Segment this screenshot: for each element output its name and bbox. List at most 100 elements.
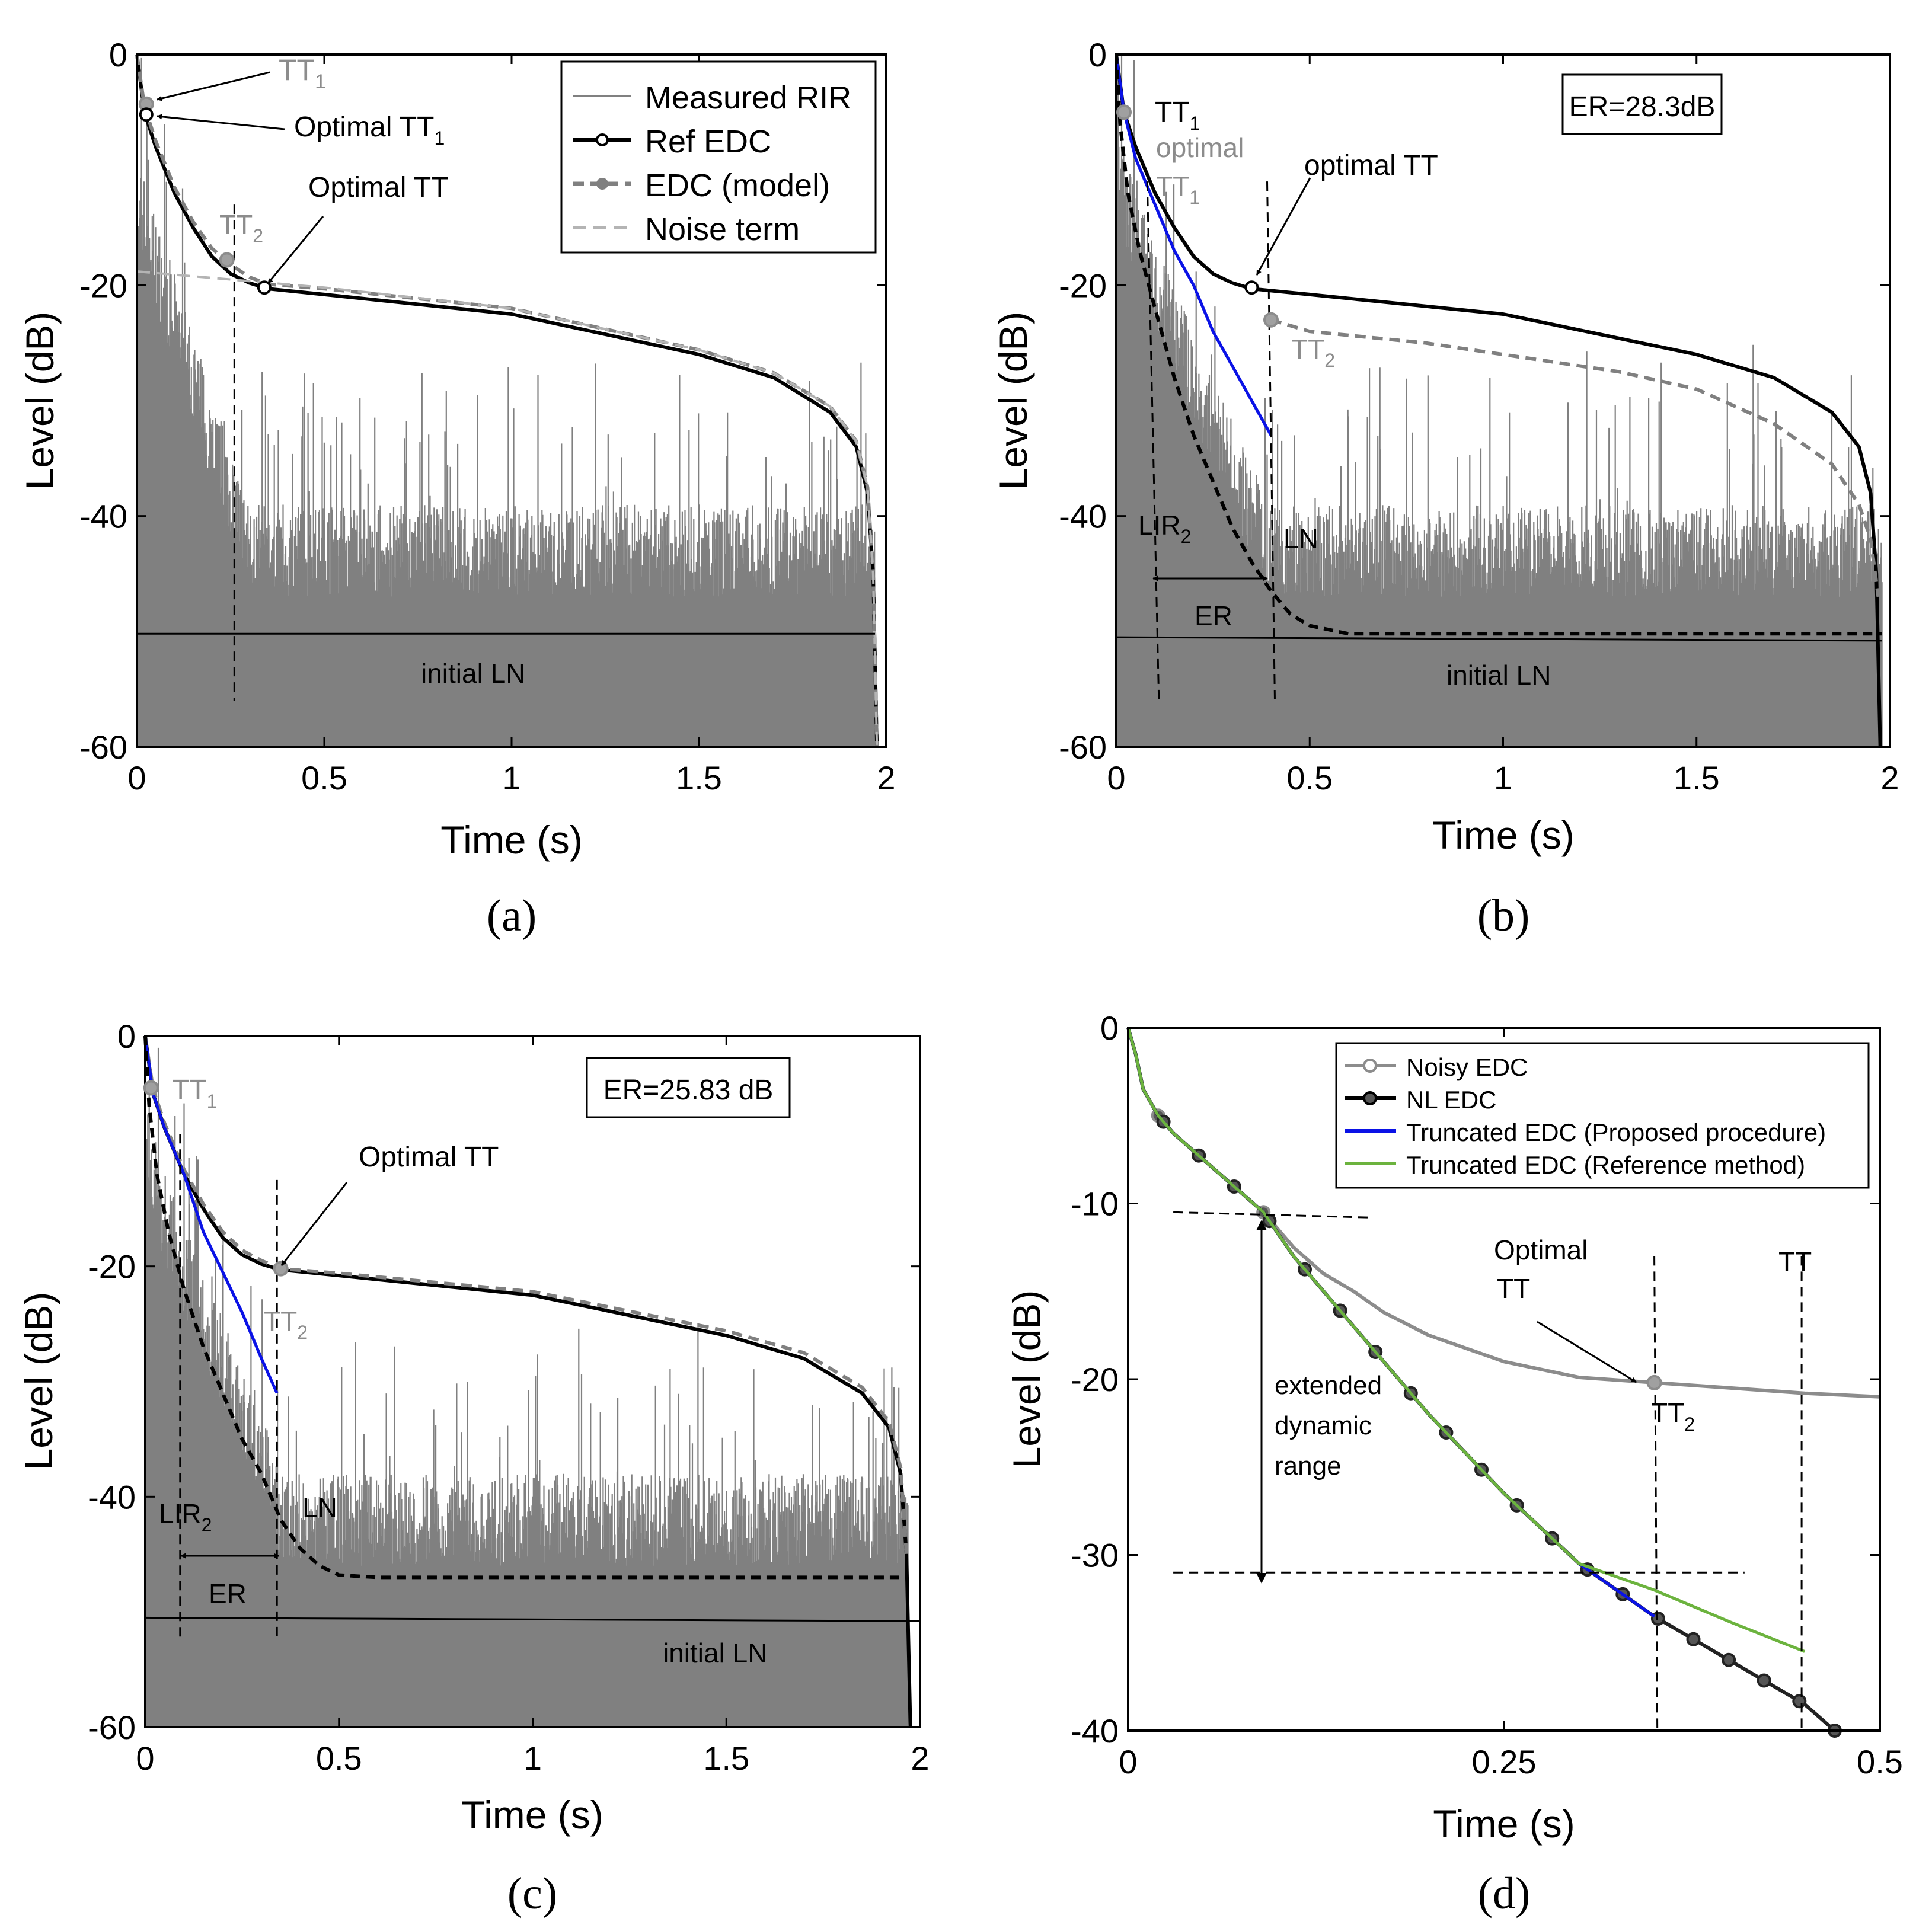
b-ticks: 0 0.5 1 1.5 2 0 -20 -40 -60 [1059, 36, 1899, 797]
d-legend-label-nl: NL EDC [1406, 1086, 1496, 1114]
b-arrow-opt-tt [1256, 177, 1311, 276]
panel-c: 0 0.5 1 1.5 20-20-40-60 Time (s) Level (dB) … [17, 1018, 930, 1919]
a-tt2-label: TT2 [219, 209, 263, 247]
a-xlabel: Time (s) [440, 818, 583, 862]
a-lines [135, 54, 879, 747]
c-series-blue [143, 1035, 279, 1394]
panel-d: 0 0.25 0.5 0 -10 -20 -30 -40 Time (s) Level (dB… [1005, 1009, 1903, 1919]
d-nl-edc-marker [1757, 1673, 1771, 1688]
a-opt-tt-label: Optimal TT [308, 172, 448, 203]
a-series-edc-model [135, 54, 879, 747]
c-er-box-label: ER=25.83 dB [603, 1075, 774, 1106]
d-xlabel: Time (s) [1433, 1802, 1575, 1846]
c-caption: (c) [507, 1869, 557, 1919]
b-point-tt1 [1116, 104, 1132, 120]
c-xtick-label: 0.5 [316, 1740, 362, 1777]
d-legend-marker-nl [1363, 1091, 1377, 1105]
b-series-blue [1115, 54, 1273, 436]
b-ylabel: Level (dB) [991, 312, 1035, 490]
a-ytick-label: 0 [109, 36, 127, 73]
c-points [143, 1080, 289, 1277]
d-tt-label: TT [1778, 1246, 1812, 1277]
c-series-model-dashed [143, 1035, 909, 1580]
c-opt-tt-label: Optimal TT [359, 1142, 499, 1173]
b-caption: (b) [1477, 891, 1530, 941]
b-xtick-label: 0 [1107, 759, 1125, 797]
d-legend-box [1335, 1042, 1870, 1189]
c-lir-label: LIR2 [159, 1498, 212, 1536]
b-ytick-label: -60 [1059, 728, 1107, 766]
d-point-tt2 [1646, 1374, 1662, 1390]
a-xtick-label: 0 [127, 759, 146, 797]
a-opt-tt1-label: Optimal TT1 [294, 111, 445, 149]
c-point-tt1 [143, 1080, 159, 1096]
a-caption: (a) [487, 891, 537, 941]
d-series-optimal-tt-line [1653, 1256, 1659, 1731]
b-er-label: ER [1195, 600, 1232, 631]
d-legend: Noisy EDC NL EDC Truncated EDC (Proposed… [1335, 1042, 1870, 1189]
b-point-tt2 [1263, 312, 1279, 328]
b-series-model-dashed [1115, 54, 1882, 636]
b-ytick-label: 0 [1088, 36, 1107, 73]
a-legend-label-model: EDC (model) [645, 168, 830, 203]
a-tt1-label: TT1 [279, 53, 326, 93]
b-point-optimal-tt [1244, 280, 1259, 295]
c-ytick-label: -60 [88, 1709, 136, 1746]
b-xtick-label: 0.5 [1286, 759, 1333, 797]
b-lines [1115, 54, 1882, 747]
d-arrow-opt-tt [1537, 1320, 1637, 1383]
d-ticks: 0 0.25 0.5 0 -10 -20 -30 -40 [1071, 1009, 1903, 1780]
c-ytick-label: -20 [88, 1248, 136, 1286]
a-legend-label-ref: Ref EDC [645, 124, 771, 159]
d-nl-edc-marker [1792, 1694, 1807, 1709]
a-xtick-label: 1 [502, 759, 520, 797]
a-xtick-label: 0.5 [301, 759, 347, 797]
c-ytick-label: -40 [88, 1478, 136, 1515]
d-nl-edc-marker [1722, 1652, 1736, 1667]
b-points [1116, 104, 1279, 328]
d-nl-edc-marker [1650, 1612, 1665, 1626]
d-ytick-label: -30 [1071, 1537, 1119, 1574]
d-ytick-label: -10 [1071, 1185, 1119, 1223]
d-optimal-label-2: TT [1497, 1273, 1530, 1304]
b-series-edc-model [1270, 318, 1880, 597]
d-legend-label-noisy: Noisy EDC [1406, 1053, 1528, 1081]
d-xtick-label: 0.25 [1472, 1743, 1537, 1780]
c-arrow-opt-tt [280, 1182, 348, 1266]
c-ylabel: Level (dB) [17, 1292, 60, 1470]
b-optimal-tt1-label: TT1 [1156, 171, 1200, 208]
c-tt1-label: TT1 [172, 1075, 217, 1112]
b-xtick-label: 2 [1880, 759, 1899, 797]
a-points [138, 96, 272, 295]
c-rir-trace [145, 1047, 909, 1727]
d-legend-label-reference: Truncated EDC (Reference method) [1406, 1151, 1805, 1179]
b-tt1-label: TT1 [1155, 97, 1200, 134]
a-point-tt2 [219, 252, 235, 268]
d-optimal-label-1: Optimal [1494, 1235, 1588, 1265]
a-legend-box [560, 60, 877, 254]
b-series-tt1-line [1146, 181, 1160, 701]
d-ytick-label: -40 [1071, 1712, 1119, 1750]
b-opt-tt-label: optimal TT [1304, 150, 1438, 181]
a-arrow-tt1 [157, 71, 270, 101]
d-extended-label-2: dynamic [1275, 1411, 1372, 1440]
b-er-box-label: ER=28.3dB [1569, 91, 1716, 123]
c-measured-rir [145, 1047, 909, 1727]
d-legend-marker-noisy [1363, 1059, 1377, 1073]
d-ylabel: Level (dB) [1005, 1290, 1049, 1469]
a-legend-label-noise: Noise term [645, 212, 800, 247]
b-er-box [1561, 73, 1723, 135]
a-ytick-label: -60 [79, 728, 127, 766]
b-series-initial-ln [1116, 636, 1882, 642]
a-xtick-label: 2 [877, 759, 895, 797]
d-series-truncated-edc-reference-method [1126, 1027, 1806, 1653]
d-xtick-label: 0 [1119, 1743, 1137, 1780]
a-ticks: 0 0.5 1 1.5 2 0 -20 -40 -60 [79, 36, 896, 797]
c-ln-label: LN [302, 1492, 337, 1523]
c-tt2-label: TT2 [264, 1306, 308, 1343]
c-xtick-label: 1 [523, 1740, 542, 1777]
b-ln-label: LN [1283, 523, 1318, 554]
a-ytick-label: -20 [79, 267, 127, 304]
c-ytick-label: 0 [117, 1018, 136, 1055]
c-point-tt2 [273, 1261, 289, 1277]
